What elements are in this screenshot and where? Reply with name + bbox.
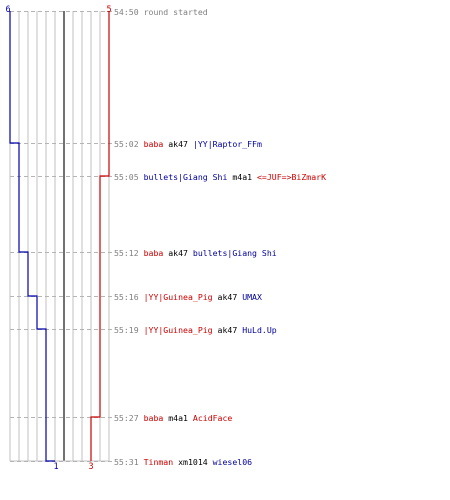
event-time: 54:50 [114,7,139,17]
weapon-name: m4a1 [232,172,253,182]
player-name: bullets|Giang Shi [192,248,277,258]
player-name: |YY|Guinea_Pig [143,325,213,335]
event-time: 55:16 [114,292,139,302]
event-time: 55:27 [114,413,139,423]
red-team-line [90,11,110,461]
red-end-count: 3 [88,462,93,472]
weapon-name: xm1014 [178,457,208,467]
weapon-name: ak47 [168,139,188,149]
event-row: 55:31 Tinman xm1014 wiesel06 [114,457,252,467]
event-row: 54:50 round started [114,7,208,17]
player-name: wiesel06 [212,457,253,467]
player-name: Tinman [143,457,174,467]
event-time: 55:05 [114,172,139,182]
event-time: 55:02 [114,139,139,149]
weapon-name: m4a1 [168,413,188,423]
player-name: baba [143,413,164,423]
chart-grid [9,11,110,462]
team-count-lines [9,11,110,462]
event-guide-lines [10,11,112,462]
player-name: AcidFace [192,413,233,423]
event-row: 55:12 baba ak47 bullets|Giang Shi [114,248,277,258]
event-row: 55:02 baba ak47 |YY|Raptor_FFm [114,139,262,149]
player-name: |YY|Raptor_FFm [192,139,262,149]
player-name: UMAX [242,292,262,302]
event-time: 55:12 [114,248,139,258]
event-row: 55:16 |YY|Guinea_Pig ak47 UMAX [114,292,262,302]
event-time: 55:19 [114,325,139,335]
event-row: 55:27 baba m4a1 AcidFace [114,413,232,423]
event-time: 55:31 [114,457,139,467]
player-name: bullets|Giang Shi [143,172,228,182]
weapon-name: ak47 [217,325,238,335]
player-name: |YY|Guinea_Pig [143,292,213,302]
red-start-count: 5 [106,5,111,15]
event-row: 55:19 |YY|Guinea_Pig ak47 HuLd.Up [114,325,277,335]
event-row: 55:05 bullets|Giang Shi m4a1 <=JUF=>BiZm… [114,172,326,182]
player-name: <=JUF=>BiZmarK [257,172,327,182]
player-name: HuLd.Up [242,325,277,335]
event-message: round started [143,7,208,17]
blue-end-count: 1 [53,462,58,472]
weapon-name: ak47 [217,292,238,302]
blue-team-line [9,11,55,462]
blue-start-count: 6 [5,5,10,15]
kill-timeline-chart: 6 5 1 3 [5,5,112,472]
weapon-name: ak47 [168,248,188,258]
team-count-labels: 6 5 1 3 [5,5,111,472]
player-name: baba [143,139,164,149]
player-name: baba [143,248,164,258]
